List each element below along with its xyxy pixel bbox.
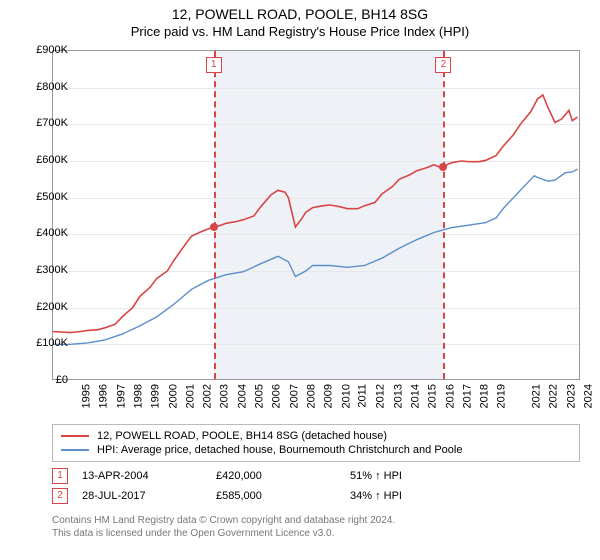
- x-axis-label: 2019: [496, 384, 508, 408]
- x-axis-label: 2005: [254, 384, 266, 408]
- chart-lines: [53, 51, 579, 379]
- x-axis-label: 2012: [375, 384, 387, 408]
- sale-vline: [443, 51, 445, 379]
- x-axis-label: 2004: [236, 384, 248, 408]
- sale-marker-1: 1: [52, 468, 68, 484]
- sale-price: £585,000: [216, 490, 336, 502]
- sale-marker-box: 2: [435, 57, 451, 73]
- sale-dot: [439, 163, 447, 171]
- x-axis-label: 2007: [288, 384, 300, 408]
- y-axis-label: £900K: [22, 44, 68, 56]
- x-axis-label: 2009: [323, 384, 335, 408]
- legend-row: HPI: Average price, detached house, Bour…: [61, 443, 571, 457]
- x-axis-label: 2015: [427, 384, 439, 408]
- x-axis-label: 2023: [565, 384, 577, 408]
- page-title: 12, POWELL ROAD, POOLE, BH14 8SG: [0, 6, 600, 22]
- footer-line2: This data is licensed under the Open Gov…: [52, 527, 580, 540]
- legend-row: 12, POWELL ROAD, POOLE, BH14 8SG (detach…: [61, 429, 571, 443]
- x-axis-label: 2017: [461, 384, 473, 408]
- table-row: 2 28-JUL-2017 £585,000 34% ↑ HPI: [52, 486, 580, 506]
- chart-legend: 12, POWELL ROAD, POOLE, BH14 8SG (detach…: [52, 424, 580, 462]
- y-axis-label: £0: [22, 374, 68, 386]
- x-axis-label: 2021: [531, 384, 543, 408]
- sale-hpi-delta: 51% ↑ HPI: [350, 470, 490, 482]
- x-axis-label: 2018: [479, 384, 491, 408]
- x-axis-label: 2014: [409, 384, 421, 408]
- y-axis-label: £300K: [22, 264, 68, 276]
- y-axis-label: £800K: [22, 81, 68, 93]
- sales-table: 1 13-APR-2004 £420,000 51% ↑ HPI 2 28-JU…: [52, 466, 580, 506]
- x-axis-label: 2000: [167, 384, 179, 408]
- x-axis-label: 2008: [306, 384, 318, 408]
- x-axis-label: 2002: [202, 384, 214, 408]
- x-axis-label: 2001: [184, 384, 196, 408]
- x-axis-label: 2010: [340, 384, 352, 408]
- footer-line1: Contains HM Land Registry data © Crown c…: [52, 514, 580, 527]
- x-axis-label: 2013: [392, 384, 404, 408]
- x-axis-label: 2016: [444, 384, 456, 408]
- x-axis-label: 1997: [115, 384, 127, 408]
- sale-vline: [214, 51, 216, 379]
- footer-attribution: Contains HM Land Registry data © Crown c…: [52, 514, 580, 540]
- x-axis-label: 1995: [80, 384, 92, 408]
- sale-date: 13-APR-2004: [82, 470, 202, 482]
- legend-swatch-property: [61, 435, 89, 437]
- x-axis-label: 2022: [548, 384, 560, 408]
- x-axis-label: 2011: [357, 384, 369, 408]
- sale-price: £420,000: [216, 470, 336, 482]
- legend-label-property: 12, POWELL ROAD, POOLE, BH14 8SG (detach…: [97, 430, 387, 442]
- x-axis-label: 2024: [583, 384, 595, 408]
- y-axis-label: £100K: [22, 337, 68, 349]
- sale-marker-2: 2: [52, 488, 68, 504]
- table-row: 1 13-APR-2004 £420,000 51% ↑ HPI: [52, 466, 580, 486]
- legend-swatch-hpi: [61, 449, 89, 451]
- sale-dot: [210, 223, 218, 231]
- sale-marker-box: 1: [206, 57, 222, 73]
- y-axis-label: £700K: [22, 117, 68, 129]
- page-subtitle: Price paid vs. HM Land Registry's House …: [0, 24, 600, 39]
- chart-plot-area: 12: [52, 50, 580, 380]
- x-axis-label: 1999: [150, 384, 162, 408]
- x-axis-label: 1996: [98, 384, 110, 408]
- y-axis-label: £200K: [22, 301, 68, 313]
- line-hpi: [53, 169, 578, 344]
- legend-label-hpi: HPI: Average price, detached house, Bour…: [97, 444, 462, 456]
- sale-hpi-delta: 34% ↑ HPI: [350, 490, 490, 502]
- x-axis-label: 1998: [132, 384, 144, 408]
- x-axis-label: 2003: [219, 384, 231, 408]
- y-axis-label: £600K: [22, 154, 68, 166]
- y-axis-label: £500K: [22, 191, 68, 203]
- y-axis-label: £400K: [22, 227, 68, 239]
- sale-date: 28-JUL-2017: [82, 490, 202, 502]
- x-axis-label: 2006: [271, 384, 283, 408]
